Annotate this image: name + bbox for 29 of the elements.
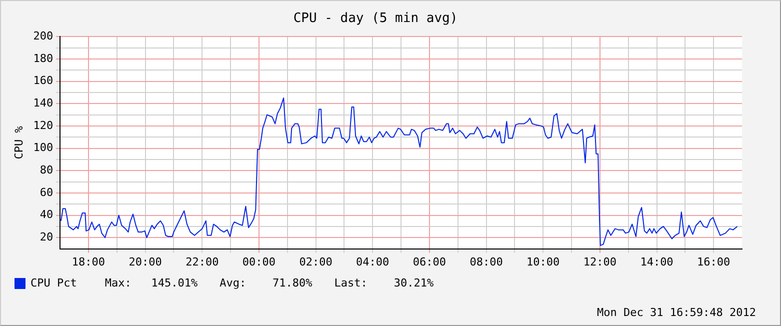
text: Avg: 71.80% [220, 276, 313, 290]
y-tick-label: 160 [33, 74, 54, 88]
chart-title: CPU - day (5 min avg) [293, 11, 458, 26]
y-tick-label: 200 [33, 29, 54, 42]
text: Last: 30.21% [334, 276, 434, 290]
y-tick-label: 60 [40, 186, 54, 199]
x-tick-label: 06:00 [412, 255, 446, 268]
y-tick-label: 80 [40, 163, 54, 176]
x-tick-label: 12:00 [583, 255, 616, 268]
y-tick-label: 140 [33, 96, 54, 110]
legend-label: CPU Pct [30, 276, 77, 290]
text: Max: 145.01% [104, 276, 198, 290]
text: Mon Dec 31 16:59:48 2012 [597, 306, 756, 319]
x-tick-label: 00:00 [242, 255, 276, 268]
y-axis-title: CPU % [12, 126, 26, 160]
y-tick-label: 180 [33, 52, 54, 65]
x-tick-label: 16:00 [697, 255, 730, 268]
x-tick-label: 18:00 [72, 255, 106, 268]
x-tick-label: 08:00 [470, 255, 503, 268]
x-tick-label: 14:00 [640, 255, 674, 268]
x-tick-label: 04:00 [356, 255, 390, 268]
y-tick-label: 40 [40, 208, 54, 222]
y-tick-label: 100 [33, 141, 54, 154]
y-tick-label: 20 [40, 230, 54, 244]
x-tick-label: 02:00 [299, 255, 332, 268]
y-tick-label: 120 [33, 118, 54, 132]
x-tick-label: 20:00 [128, 255, 162, 268]
x-tick-label: 10:00 [526, 255, 560, 268]
x-tick-label: 22:00 [186, 255, 219, 268]
